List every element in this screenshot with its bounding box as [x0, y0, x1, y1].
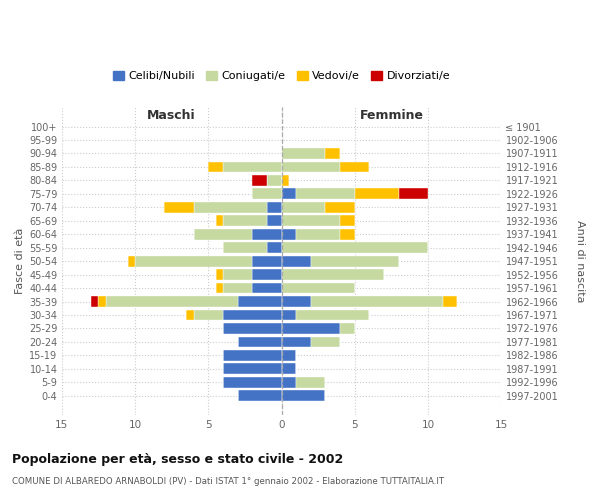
Bar — [106, 296, 238, 307]
Bar — [252, 269, 281, 280]
Bar — [311, 256, 399, 266]
Bar — [223, 310, 281, 320]
Bar — [223, 269, 252, 280]
Bar — [252, 256, 281, 266]
Bar — [325, 148, 340, 159]
Bar — [340, 323, 355, 334]
Bar — [194, 229, 252, 239]
Bar — [223, 282, 252, 294]
Bar — [223, 350, 281, 361]
Bar — [281, 202, 325, 212]
Bar — [267, 202, 281, 212]
Text: COMUNE DI ALBAREDO ARNABOLDI (PV) - Dati ISTAT 1° gennaio 2002 - Elaborazione TU: COMUNE DI ALBAREDO ARNABOLDI (PV) - Dati… — [12, 478, 444, 486]
Bar — [252, 229, 281, 239]
Bar — [215, 269, 223, 280]
Bar — [281, 310, 296, 320]
Bar — [223, 323, 281, 334]
Bar — [267, 216, 281, 226]
Bar — [194, 310, 223, 320]
Bar — [252, 175, 267, 186]
Bar — [215, 282, 223, 294]
Bar — [281, 336, 311, 347]
Bar — [267, 175, 281, 186]
Y-axis label: Anni di nascita: Anni di nascita — [575, 220, 585, 302]
Bar — [98, 296, 106, 307]
Bar — [223, 364, 281, 374]
Bar — [238, 390, 281, 401]
Bar — [311, 336, 340, 347]
Bar — [267, 242, 281, 253]
Bar — [281, 175, 289, 186]
Bar — [281, 188, 296, 200]
Bar — [296, 188, 355, 200]
Bar — [223, 377, 281, 388]
Bar — [399, 188, 428, 200]
Bar — [325, 202, 355, 212]
Bar — [281, 229, 296, 239]
Bar — [281, 269, 384, 280]
Bar — [223, 216, 267, 226]
Bar — [164, 202, 194, 212]
Bar — [340, 216, 355, 226]
Text: Popolazione per età, sesso e stato civile - 2002: Popolazione per età, sesso e stato civil… — [12, 452, 343, 466]
Bar — [281, 296, 311, 307]
Bar — [223, 242, 267, 253]
Bar — [194, 202, 267, 212]
Bar — [355, 188, 399, 200]
Bar — [296, 310, 370, 320]
Bar — [281, 216, 340, 226]
Bar — [281, 242, 428, 253]
Bar — [443, 296, 457, 307]
Bar — [238, 336, 281, 347]
Bar — [281, 390, 325, 401]
Bar — [296, 229, 340, 239]
Bar — [252, 188, 281, 200]
Bar — [281, 148, 325, 159]
Bar — [340, 229, 355, 239]
Bar — [252, 282, 281, 294]
Y-axis label: Fasce di età: Fasce di età — [15, 228, 25, 294]
Bar — [281, 323, 340, 334]
Bar — [281, 350, 296, 361]
Bar — [281, 364, 296, 374]
Bar — [128, 256, 135, 266]
Bar — [281, 377, 296, 388]
Bar — [215, 216, 223, 226]
Bar — [91, 296, 98, 307]
Bar — [223, 162, 281, 172]
Bar — [281, 282, 355, 294]
Bar — [281, 256, 311, 266]
Bar — [281, 162, 340, 172]
Bar — [208, 162, 223, 172]
Text: Femmine: Femmine — [359, 110, 424, 122]
Bar — [296, 377, 325, 388]
Bar — [135, 256, 252, 266]
Legend: Celibi/Nubili, Coniugati/e, Vedovi/e, Divorziati/e: Celibi/Nubili, Coniugati/e, Vedovi/e, Di… — [108, 66, 455, 86]
Bar — [311, 296, 443, 307]
Text: Maschi: Maschi — [147, 110, 196, 122]
Bar — [238, 296, 281, 307]
Bar — [186, 310, 194, 320]
Bar — [340, 162, 370, 172]
